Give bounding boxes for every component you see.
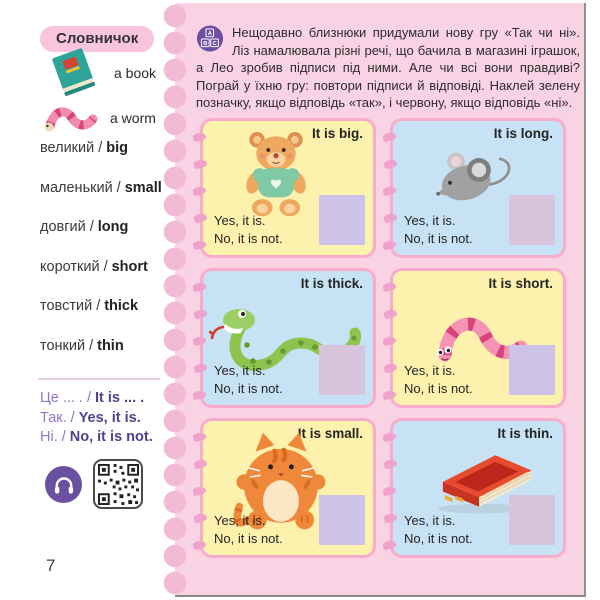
vocab-item-book: a book [44, 48, 156, 98]
answer-yes[interactable]: Yes, it is. [214, 513, 266, 528]
sticker-placeholder[interactable] [319, 345, 365, 395]
worm-illustration [436, 317, 528, 362]
phrase-line: Ні. / No, it is not. [40, 429, 153, 445]
sticker-placeholder[interactable] [509, 345, 555, 395]
answer-no[interactable]: No, it is not. [404, 231, 473, 246]
sticker-placeholder[interactable] [319, 495, 365, 545]
phrase-line: Це ... . / It is ... . [40, 390, 145, 406]
sticker-placeholder[interactable] [319, 195, 365, 245]
word-pair: довгий / long [40, 219, 129, 235]
answer-no[interactable]: No, it is not. [404, 531, 473, 546]
worm-icon [44, 107, 98, 132]
cat-illustration [233, 432, 326, 530]
card-caption: It is small. [297, 426, 363, 441]
flashcard: It is long. Yes, it is. No, it is not. [382, 118, 566, 258]
book-illustration [438, 455, 532, 514]
vocab-title: Словничок [40, 26, 155, 52]
card-caption: It is short. [488, 276, 553, 291]
answer-yes[interactable]: Yes, it is. [214, 363, 266, 378]
card-caption: It is thick. [300, 276, 363, 291]
card-caption: It is long. [493, 126, 553, 141]
sticker-placeholder[interactable] [509, 195, 555, 245]
flashcard: It is thin. Yes, it is. No, it is not. [382, 418, 566, 558]
card-caption: It is thin. [497, 426, 554, 441]
flashcard: It is small. Yes, it is. No, it is not. [192, 418, 376, 558]
answer-yes[interactable]: Yes, it is. [214, 213, 266, 228]
audio-icon[interactable] [45, 466, 82, 503]
flashcard: It is short. Yes, it is. No, it is not. [382, 268, 566, 408]
qr-code[interactable] [93, 459, 143, 509]
answer-yes[interactable]: Yes, it is. [404, 363, 456, 378]
vocab-label: a book [114, 65, 157, 81]
phrase-line: Так. / Yes, it is. [40, 409, 141, 426]
answer-no[interactable]: No, it is not. [214, 381, 283, 396]
svg-text:C: C [212, 41, 217, 47]
instruction-text: Нещодавно близнюки придумали нову гру «Т… [196, 25, 580, 110]
svg-text:A: A [208, 31, 213, 37]
svg-text:B: B [203, 41, 207, 47]
vocab-item-worm: a worm [42, 102, 156, 134]
scalloped-divider [163, 3, 187, 597]
vocab-label: a worm [110, 110, 156, 126]
answer-yes[interactable]: Yes, it is. [404, 213, 456, 228]
flashcard: It is thick. Yes, it is. No, it is not. [192, 268, 376, 408]
answer-no[interactable]: No, it is not. [214, 231, 283, 246]
sidebar-divider [38, 378, 160, 380]
answer-yes[interactable]: Yes, it is. [404, 513, 456, 528]
word-pair: тонкий / thin [40, 337, 124, 354]
card-caption: It is big. [311, 126, 363, 141]
abc-blocks-icon: AB C [196, 25, 224, 52]
book-icon [52, 48, 96, 96]
word-pair: товстий / thick [40, 298, 139, 314]
word-pair: маленький / small [40, 179, 162, 196]
phrase-list: Це ... . / It is ... . Так. / Yes, it is. Ні… [40, 389, 153, 448]
flashcard: It is big. Yes, it is. No, it is not. [192, 118, 376, 258]
sticker-placeholder[interactable] [509, 495, 555, 545]
mouse-illustration [436, 152, 511, 201]
word-pair: короткий / short [40, 258, 148, 275]
answer-no[interactable]: No, it is not. [404, 381, 473, 396]
word-pair: великий / big [40, 140, 129, 156]
answer-no[interactable]: No, it is not. [214, 531, 283, 546]
teddy-bear-illustration [246, 132, 306, 217]
word-pair-list: великий / big маленький / small довгий / long … [40, 140, 162, 377]
page-number: 7 [46, 556, 56, 575]
